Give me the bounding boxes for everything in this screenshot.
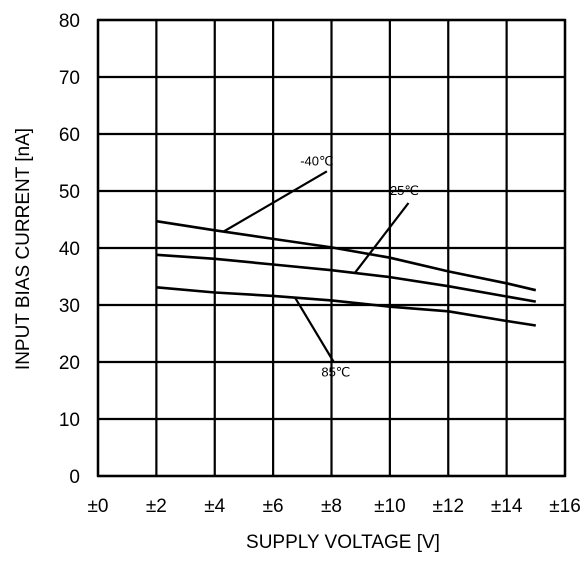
x-tick-label: ±2 [146,496,167,517]
x-tick-label: ±4 [204,496,225,517]
y-axis-label: INPUT BIAS CURRENT [nA] [13,128,34,370]
tick-labels: ±0 ±2 ±4 ±6 ±8 ±10 ±12 ±14 ±16 0 10 20 30 40 50 60 70 80 [59,11,581,517]
y-tick-label: 80 [59,11,80,32]
series-label: 25℃ [390,183,419,198]
y-tick-label: 10 [59,410,80,431]
y-tick-label: 40 [59,239,80,260]
x-tick-label: ±10 [374,496,406,517]
annotation-leader [222,170,328,233]
y-tick-label: 50 [59,182,80,203]
x-axis-label: SUPPLY VOLTAGE [V] [246,532,440,553]
annotations: -40℃ 25℃ 85℃ [222,153,419,379]
x-tick-label: ±12 [432,496,464,517]
y-tick-label: 70 [59,68,80,89]
series-line [156,253,537,303]
y-tick-label: 0 [69,467,80,488]
y-tick-label: 30 [59,296,80,317]
x-tick-label: ±14 [491,496,523,517]
annotation-leader [353,202,410,274]
series-label: 85℃ [321,364,350,379]
y-tick-label: 20 [59,353,80,374]
x-tick-label: ±16 [549,496,581,517]
series-layer [156,219,537,327]
series-label: -40℃ [300,153,333,168]
x-tick-label: ±0 [88,496,109,517]
plot-frame [96,18,567,478]
x-tick-label: ±6 [263,496,284,517]
annotation-leader [294,297,335,363]
series-line [156,219,537,292]
y-tick-label: 60 [59,125,80,146]
series-line [156,286,536,327]
x-tick-label: ±8 [321,496,342,517]
